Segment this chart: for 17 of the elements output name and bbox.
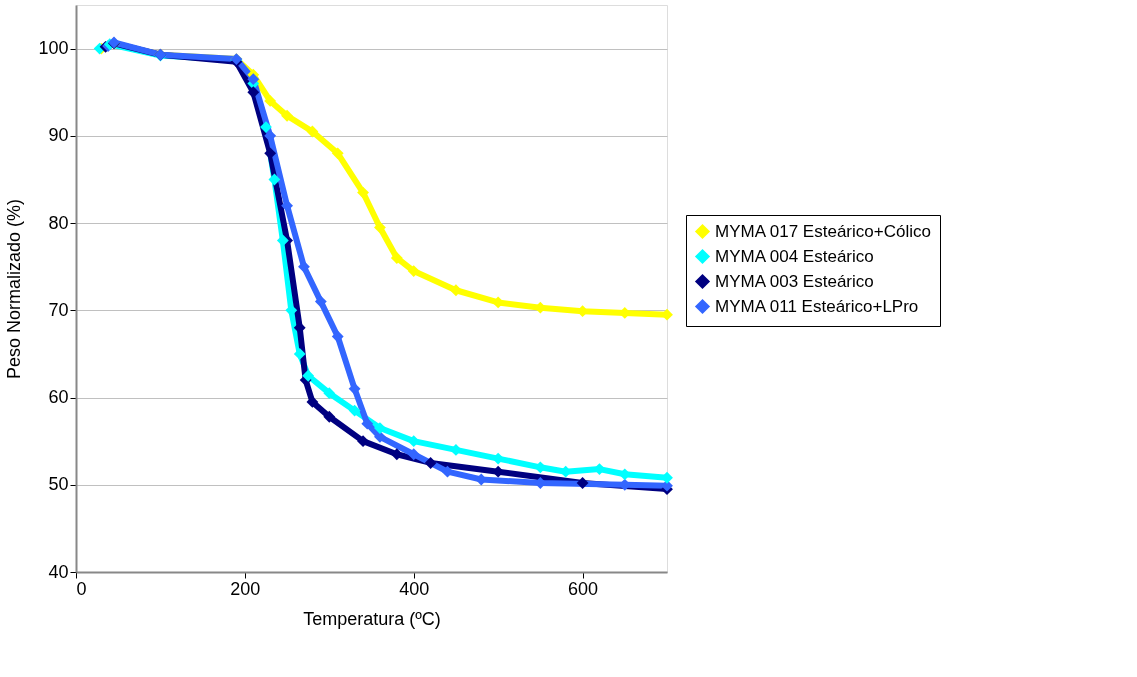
- y-tick-label: 50: [48, 474, 69, 495]
- y-tick-label: 80: [48, 212, 69, 233]
- y-tick-label: 40: [48, 561, 69, 582]
- x-tick-label: 400: [399, 578, 430, 599]
- legend-label: MYMA 003 Esteárico: [715, 271, 874, 291]
- legend-label: MYMA 017 Esteárico+Cólico: [715, 221, 931, 241]
- legend-label: MYMA 004 Esteárico: [715, 246, 874, 266]
- y-tick-label: 100: [38, 38, 69, 59]
- legend-label: MYMA 011 Esteárico+LPro: [715, 296, 919, 316]
- y-tick-label: 90: [48, 125, 69, 146]
- x-tick-label: 600: [568, 578, 599, 599]
- x-axis-title: Temperatura (ºC): [303, 608, 441, 629]
- x-tick-label: 200: [230, 578, 261, 599]
- y-tick-label: 60: [48, 387, 69, 408]
- x-tick-label: 0: [76, 578, 87, 599]
- y-axis-title: Peso Normalizado (%): [4, 198, 25, 380]
- y-tick-label: 70: [48, 299, 69, 320]
